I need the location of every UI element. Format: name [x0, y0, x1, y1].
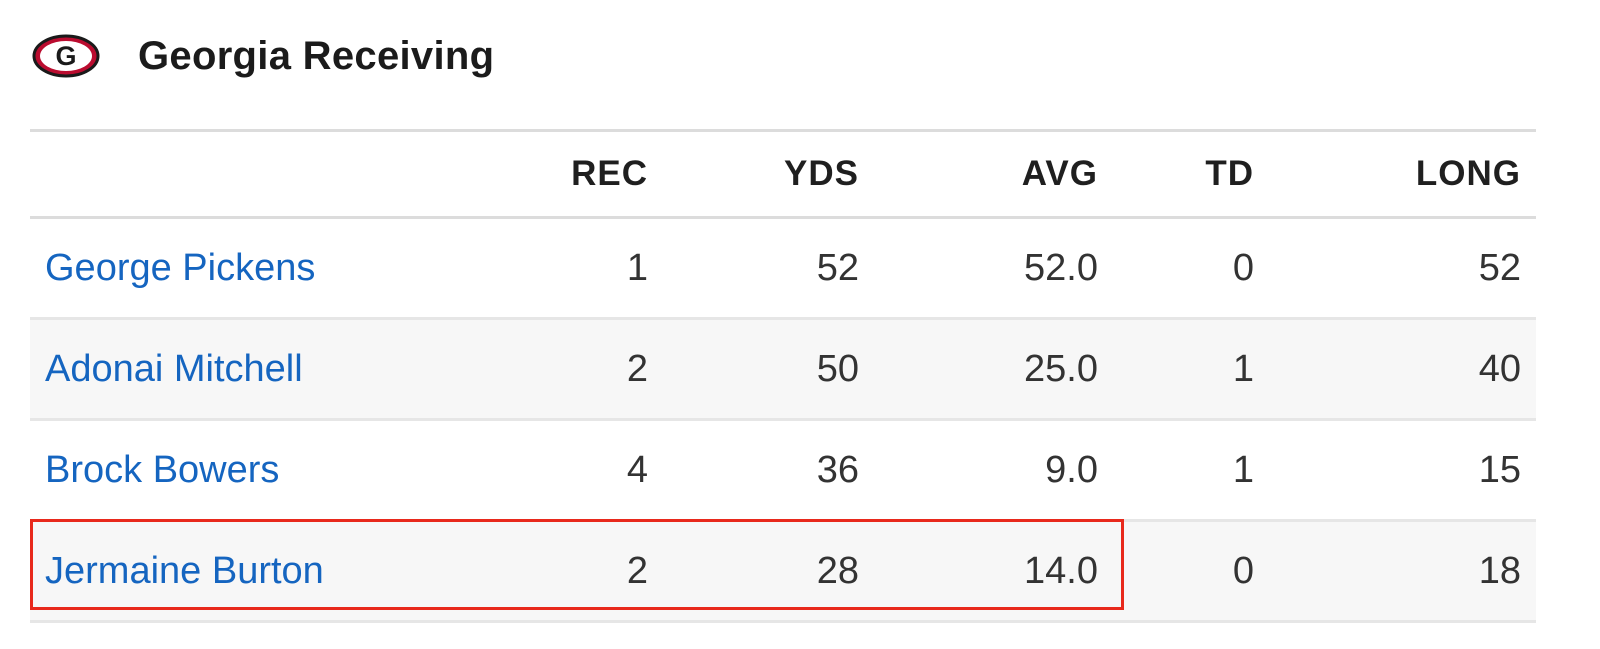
table-header-row: REC YDS AVG TD LONG [30, 129, 1536, 219]
player-link[interactable]: Jermaine Burton [45, 549, 324, 592]
table-row: Adonai Mitchell 2 50 25.0 1 40 [30, 320, 1536, 421]
player-link[interactable]: Brock Bowers [45, 448, 280, 491]
long-value: 40 [1478, 347, 1521, 390]
yds-value: 36 [816, 448, 859, 491]
player-link[interactable]: Adonai Mitchell [45, 347, 303, 390]
long-value: 15 [1478, 448, 1521, 491]
page-title: Georgia Receiving [138, 33, 495, 78]
avg-value: 9.0 [1045, 448, 1098, 491]
rec-value: 1 [626, 246, 648, 289]
column-header-long[interactable]: LONG [1415, 154, 1521, 193]
player-link[interactable]: George Pickens [45, 246, 316, 289]
georgia-g-logo-icon: G [32, 34, 100, 78]
team-header: G Georgia Receiving [32, 20, 494, 92]
column-header-yds[interactable]: YDS [784, 154, 859, 193]
rec-value: 2 [626, 347, 648, 390]
table-row: George Pickens 1 52 52.0 0 52 [30, 219, 1536, 320]
long-value: 52 [1478, 246, 1521, 289]
avg-value: 14.0 [1024, 549, 1098, 592]
avg-value: 52.0 [1024, 246, 1098, 289]
column-header-avg[interactable]: AVG [1021, 154, 1098, 193]
td-value: 0 [1232, 549, 1254, 592]
td-value: 0 [1232, 246, 1254, 289]
receiving-table: REC YDS AVG TD LONG George Pickens 1 52 … [30, 129, 1536, 623]
column-header-rec[interactable]: REC [571, 154, 648, 193]
logo-letter: G [55, 41, 76, 71]
long-value: 18 [1478, 549, 1521, 592]
td-value: 1 [1232, 347, 1254, 390]
td-value: 1 [1232, 448, 1254, 491]
rec-value: 2 [626, 549, 648, 592]
avg-value: 25.0 [1024, 347, 1098, 390]
yds-value: 52 [816, 246, 859, 289]
table-row: Brock Bowers 4 36 9.0 1 15 [30, 421, 1536, 522]
table-row: Jermaine Burton 2 28 14.0 0 18 [30, 522, 1536, 623]
rec-value: 4 [626, 448, 648, 491]
column-header-td[interactable]: TD [1205, 154, 1254, 193]
yds-value: 50 [816, 347, 859, 390]
yds-value: 28 [816, 549, 859, 592]
